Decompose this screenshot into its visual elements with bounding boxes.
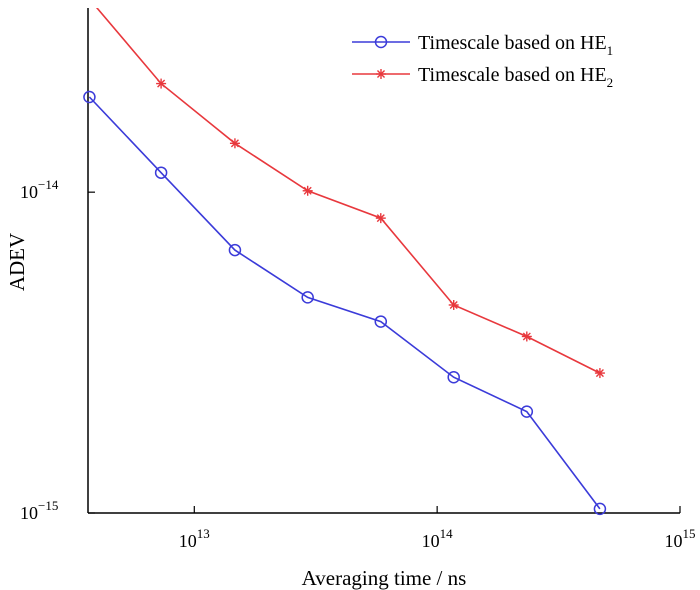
x-tick-label: 1015 bbox=[665, 526, 696, 551]
data-point bbox=[521, 331, 532, 342]
data-point bbox=[374, 315, 388, 328]
axis-ticks: 1013 1014 1015 10−15 10−14 bbox=[20, 177, 696, 551]
y-axis-label: ADEV bbox=[5, 233, 29, 291]
legend-label-he2: Timescale based on HE2 bbox=[418, 64, 613, 90]
data-point bbox=[593, 502, 607, 516]
data-point bbox=[84, 0, 94, 4]
data-point bbox=[594, 368, 605, 379]
x-tick-label: 1013 bbox=[179, 526, 210, 551]
series-he1 bbox=[83, 90, 607, 516]
legend-item-he1: Timescale based on HE1 bbox=[352, 32, 613, 58]
data-point bbox=[520, 405, 534, 418]
data-point bbox=[448, 299, 459, 310]
data-point bbox=[154, 166, 168, 179]
legend-marker-he1 bbox=[374, 35, 388, 49]
legend: Timescale based on HE1 Timescale based o… bbox=[352, 32, 613, 90]
y-tick-label: 10−14 bbox=[20, 177, 59, 202]
data-point bbox=[447, 370, 460, 384]
data-point bbox=[375, 213, 386, 224]
data-point bbox=[83, 90, 96, 104]
y-tick-label: 10−15 bbox=[20, 498, 58, 523]
series-he2 bbox=[84, 0, 605, 379]
data-point bbox=[156, 78, 167, 89]
x-tick-label: 1014 bbox=[422, 526, 454, 551]
legend-asterisk bbox=[376, 69, 386, 79]
legend-label-he1: Timescale based on HE1 bbox=[418, 32, 613, 58]
data-point bbox=[228, 243, 242, 257]
series-line-he2 bbox=[95, 8, 601, 374]
x-axis-label: Averaging time / ns bbox=[302, 566, 467, 590]
series-line-he1 bbox=[88, 96, 601, 510]
legend-marker-he2 bbox=[376, 69, 386, 79]
data-point bbox=[302, 185, 313, 196]
legend-item-he2: Timescale based on HE2 bbox=[352, 64, 613, 90]
data-point bbox=[229, 138, 240, 149]
data-point bbox=[301, 291, 314, 304]
series-layer bbox=[83, 0, 607, 516]
